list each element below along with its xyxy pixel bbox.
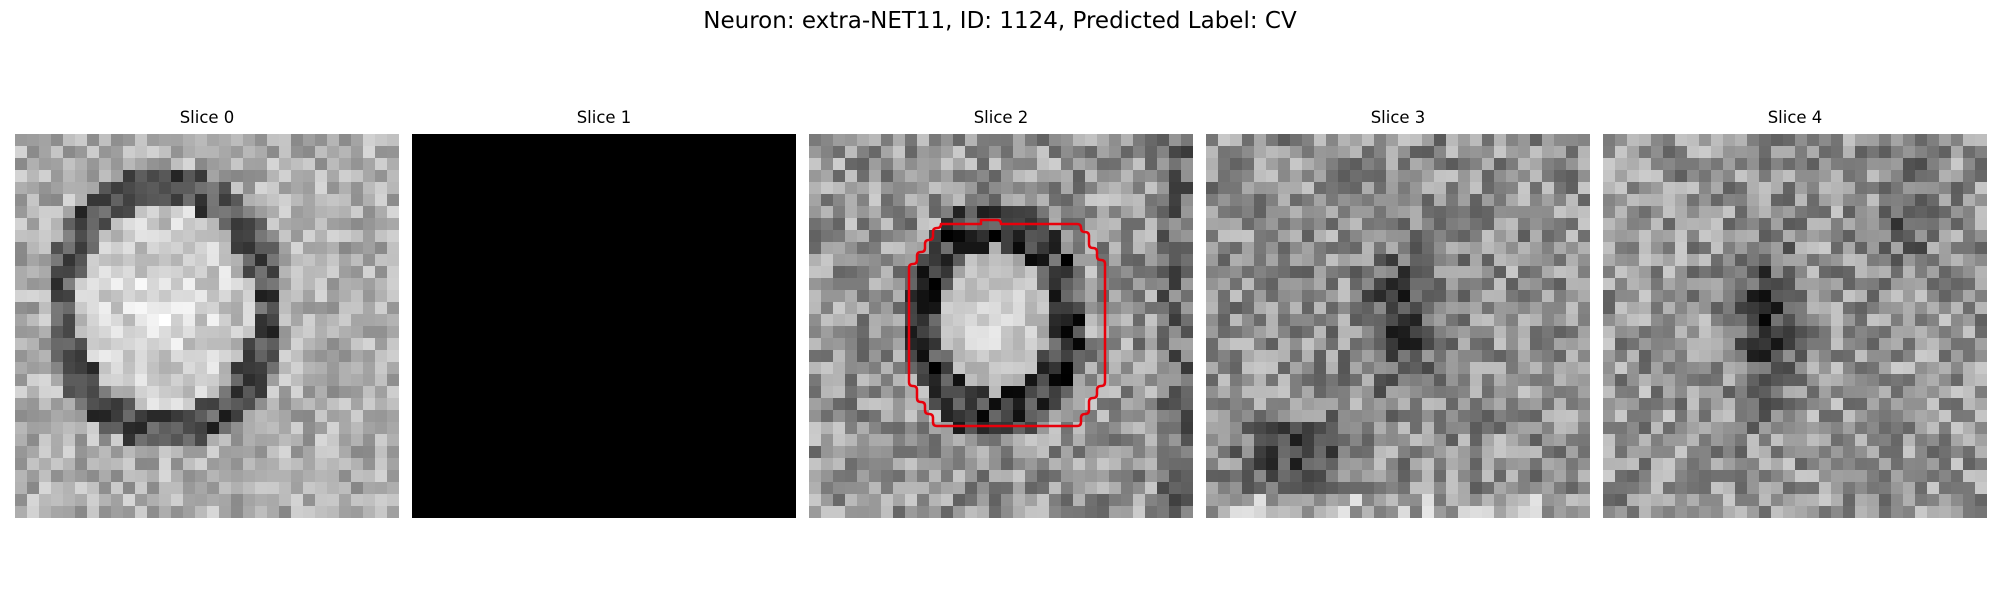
figure-title: Neuron: extra-NET11, ID: 1124, Predicted… [703,8,1297,34]
panel-title-slice-4: Slice 4 [1767,108,1823,127]
panel-title-slice-0: Slice 0 [179,108,235,127]
segmentation-contour [907,218,1107,428]
panel-title-slice-3: Slice 3 [1370,108,1426,127]
panel-slice-4 [1603,134,1987,518]
panel-title-slice-1: Slice 1 [576,108,632,127]
panel-slice-1 [412,134,796,518]
slice-4-image [1603,134,1987,518]
panel-title-slice-2: Slice 2 [973,108,1029,127]
panel-slice-0 [15,134,399,518]
slice-2-image [809,134,1193,518]
slice-3-image [1206,134,1590,518]
panel-slice-2 [809,134,1193,518]
panel-slice-3 [1206,134,1590,518]
slice-0-image [15,134,399,518]
slice-1-image [412,134,796,518]
